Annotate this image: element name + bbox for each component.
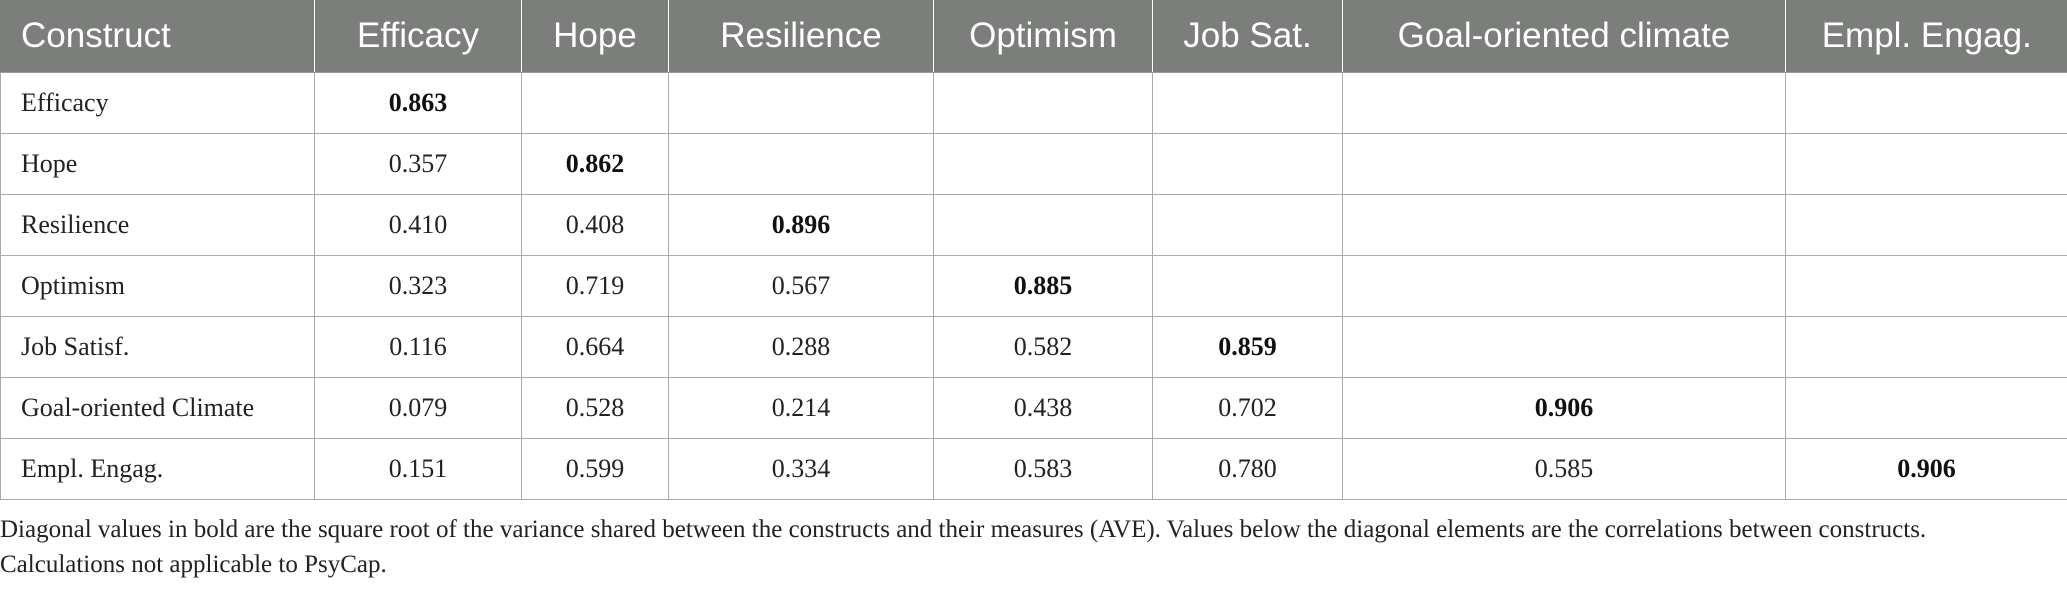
row-label: Resilience — [0, 194, 315, 256]
empty-cell — [1342, 316, 1786, 378]
empty-cell — [1342, 72, 1786, 134]
row-label: Job Satisf. — [0, 316, 315, 378]
header-optimism: Optimism — [933, 0, 1153, 73]
correlation-cell: 0.214 — [668, 377, 934, 439]
empty-cell — [1785, 255, 2067, 317]
empty-cell — [933, 72, 1153, 134]
empty-cell — [1785, 194, 2067, 256]
header-empl-engag: Empl. Engag. — [1785, 0, 2067, 73]
correlation-cell: 0.408 — [521, 194, 669, 256]
table-row: Hope 0.357 0.862 — [0, 133, 2067, 195]
row-label: Optimism — [0, 255, 315, 317]
empty-cell — [521, 72, 669, 134]
correlation-cell: 0.079 — [314, 377, 522, 439]
correlation-cell: 0.334 — [668, 438, 934, 500]
empty-cell — [1785, 377, 2067, 439]
empty-cell — [1152, 255, 1343, 317]
table-body: Efficacy 0.863 Hope 0.357 0.862 Resilience 0.4… — [0, 72, 2067, 500]
correlation-cell: 0.719 — [521, 255, 669, 317]
header-job-sat: Job Sat. — [1152, 0, 1343, 73]
correlation-cell: 0.664 — [521, 316, 669, 378]
empty-cell — [1342, 194, 1786, 256]
empty-cell — [668, 72, 934, 134]
empty-cell — [1152, 194, 1343, 256]
correlation-cell: 0.583 — [933, 438, 1153, 500]
diagonal-value-cell: 0.862 — [521, 133, 669, 195]
empty-cell — [933, 133, 1153, 195]
table-row: Optimism 0.323 0.719 0.567 0.885 — [0, 255, 2067, 317]
row-label: Efficacy — [0, 72, 315, 134]
correlation-cell: 0.582 — [933, 316, 1153, 378]
table-row: Resilience 0.410 0.408 0.896 — [0, 194, 2067, 256]
correlation-cell: 0.567 — [668, 255, 934, 317]
correlation-table-container: Construct Efficacy Hope Resilience Optim… — [0, 0, 2067, 578]
header-efficacy: Efficacy — [314, 0, 522, 73]
header-hope: Hope — [521, 0, 669, 73]
correlation-cell: 0.410 — [314, 194, 522, 256]
correlation-cell: 0.323 — [314, 255, 522, 317]
correlation-cell: 0.116 — [314, 316, 522, 378]
empty-cell — [1342, 133, 1786, 195]
empty-cell — [1785, 72, 2067, 134]
table-row: Empl. Engag. 0.151 0.599 0.334 0.583 0.780 0.5… — [0, 438, 2067, 500]
table-footnote: Diagonal values in bold are the square r… — [0, 516, 1927, 578]
diagonal-value-cell: 0.885 — [933, 255, 1153, 317]
header-row: Construct Efficacy Hope Resilience Optim… — [0, 0, 2067, 73]
empty-cell — [1152, 72, 1343, 134]
header-goal-oriented-climate: Goal-oriented climate — [1342, 0, 1786, 73]
correlation-cell: 0.780 — [1152, 438, 1343, 500]
diagonal-value-cell: 0.859 — [1152, 316, 1343, 378]
row-label: Goal-oriented Climate — [0, 377, 315, 439]
correlation-cell: 0.438 — [933, 377, 1153, 439]
header-construct: Construct — [0, 0, 315, 73]
correlation-table: Construct Efficacy Hope Resilience Optim… — [0, 0, 2067, 500]
empty-cell — [1785, 133, 2067, 195]
empty-cell — [1785, 316, 2067, 378]
empty-cell — [1152, 133, 1343, 195]
diagonal-value-cell: 0.906 — [1342, 377, 1786, 439]
table-row: Efficacy 0.863 — [0, 72, 2067, 134]
row-label: Empl. Engag. — [0, 438, 315, 500]
header-resilience: Resilience — [668, 0, 934, 73]
correlation-cell: 0.585 — [1342, 438, 1786, 500]
correlation-cell: 0.599 — [521, 438, 669, 500]
correlation-cell: 0.528 — [521, 377, 669, 439]
table-row: Goal-oriented Climate 0.079 0.528 0.214 0.43… — [0, 377, 2067, 439]
diagonal-value-cell: 0.863 — [314, 72, 522, 134]
diagonal-value-cell: 0.906 — [1785, 438, 2067, 500]
empty-cell — [668, 133, 934, 195]
empty-cell — [933, 194, 1153, 256]
table-row: Job Satisf. 0.116 0.664 0.288 0.582 0.859 — [0, 316, 2067, 378]
empty-cell — [1342, 255, 1786, 317]
correlation-cell: 0.357 — [314, 133, 522, 195]
diagonal-value-cell: 0.896 — [668, 194, 934, 256]
row-label: Hope — [0, 133, 315, 195]
correlation-cell: 0.151 — [314, 438, 522, 500]
correlation-cell: 0.702 — [1152, 377, 1343, 439]
table-header: Construct Efficacy Hope Resilience Optim… — [0, 0, 2067, 73]
correlation-cell: 0.288 — [668, 316, 934, 378]
